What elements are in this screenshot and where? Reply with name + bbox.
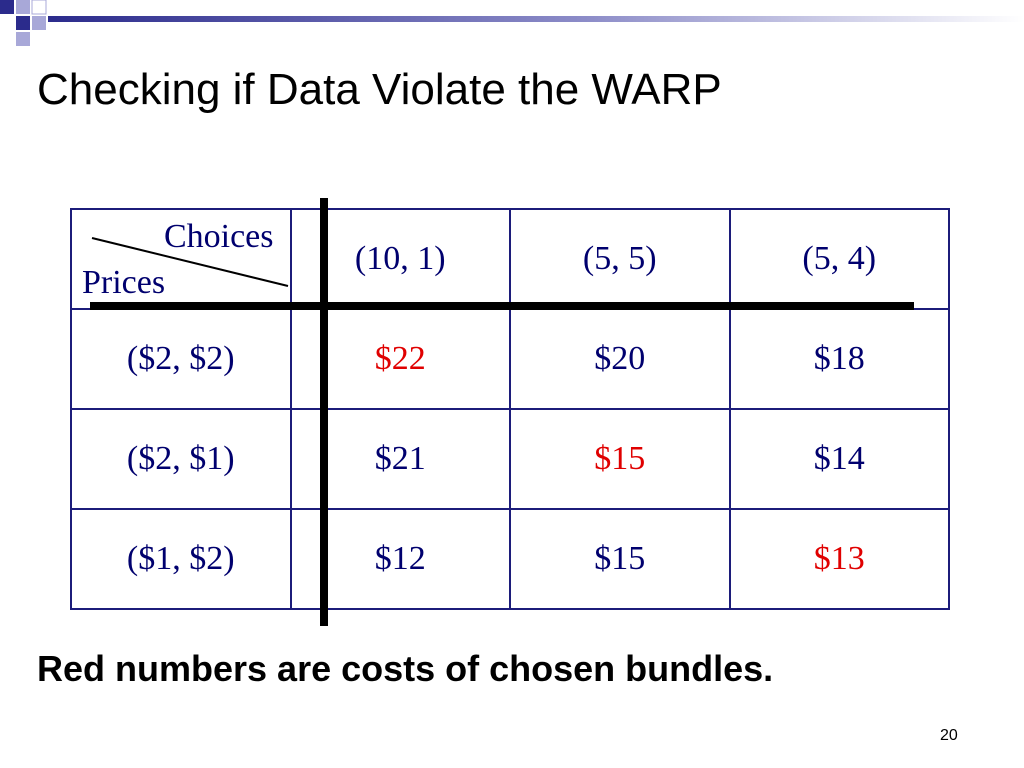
price-label-cell: ($2, $1)	[70, 408, 292, 510]
table-row: ($2, $1) $21 $15 $14	[70, 408, 950, 510]
cost-cell: $18	[728, 308, 950, 410]
price-label-cell: ($2, $2)	[70, 308, 292, 410]
prices-label: Prices	[82, 264, 166, 301]
table-horizontal-divider	[90, 302, 914, 310]
corner-diagonal-line	[91, 237, 289, 287]
corner-cell: Choices Prices	[70, 208, 292, 310]
choice-header-2: (5, 5)	[509, 208, 731, 310]
slide-caption: Red numbers are costs of chosen bundles.	[37, 648, 774, 689]
chosen-cost-cell: $13	[728, 508, 950, 610]
table-header-row: Choices Prices (10, 1) (5, 5) (5, 4)	[70, 208, 950, 310]
page-number: 20	[940, 727, 958, 744]
cost-cell: $20	[509, 308, 731, 410]
price-label-cell: ($1, $2)	[70, 508, 292, 610]
warp-cost-table: Choices Prices (10, 1) (5, 5) (5, 4) ($2…	[70, 208, 950, 610]
choice-header-3: (5, 4)	[728, 208, 950, 310]
table-row: ($1, $2) $12 $15 $13	[70, 508, 950, 610]
cost-cell: $15	[509, 508, 731, 610]
warp-table-container: Choices Prices (10, 1) (5, 5) (5, 4) ($2…	[70, 208, 950, 610]
chosen-cost-cell: $15	[509, 408, 731, 510]
slide-title: Checking if Data Violate the WARP	[37, 65, 722, 114]
header-decoration	[0, 0, 1024, 46]
table-row: ($2, $2) $22 $20 $18	[70, 308, 950, 410]
cost-cell: $14	[728, 408, 950, 510]
choices-label: Choices	[163, 218, 274, 255]
table-vertical-divider	[320, 198, 328, 626]
